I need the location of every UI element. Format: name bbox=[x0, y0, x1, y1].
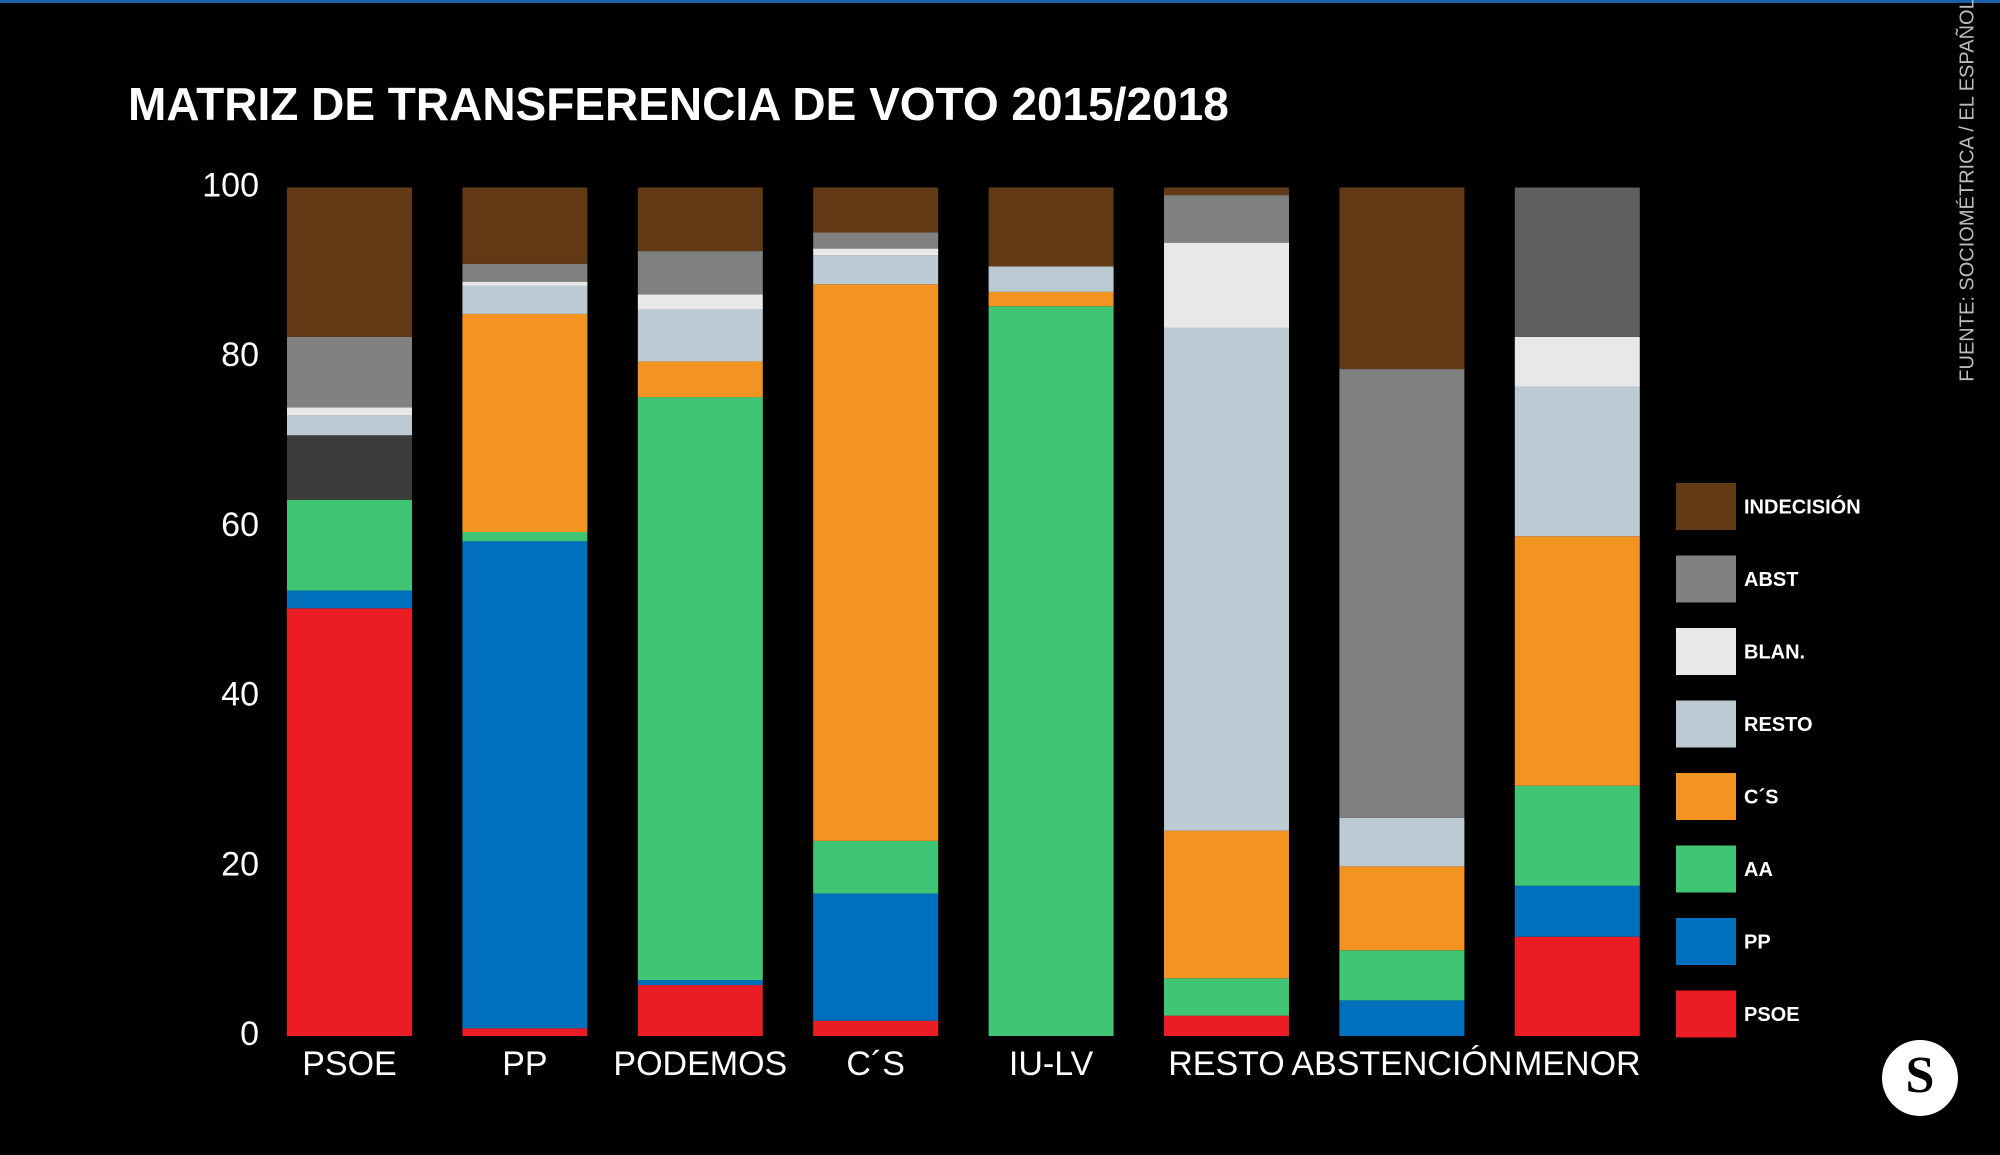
y-tick-label: 0 bbox=[240, 1015, 259, 1053]
x-tick-label: PP bbox=[502, 1045, 547, 1083]
bar-segment bbox=[637, 294, 763, 310]
bar-segment bbox=[1514, 885, 1640, 937]
bar-segment bbox=[813, 893, 939, 1021]
bar-segment bbox=[1514, 386, 1640, 537]
bar-segment bbox=[1339, 187, 1465, 370]
bar-segment bbox=[1164, 978, 1289, 1016]
bar-segment bbox=[462, 285, 588, 314]
legend-label: BLAN. bbox=[1744, 641, 1805, 663]
bar-segment bbox=[462, 281, 588, 286]
x-tick-label: IU-LV bbox=[1009, 1045, 1094, 1083]
bar-segment bbox=[988, 306, 1114, 1036]
bar-segment bbox=[287, 407, 412, 416]
bar-segment bbox=[1339, 950, 1465, 1001]
legend-swatch bbox=[1676, 845, 1736, 893]
bar-segment bbox=[1514, 536, 1640, 786]
legend-label: INDECISIÓN bbox=[1744, 494, 1861, 518]
bar-segment bbox=[1164, 187, 1289, 196]
bar-segment bbox=[813, 255, 939, 285]
legend-label: RESTO bbox=[1744, 714, 1813, 736]
bar-segment bbox=[287, 336, 412, 408]
logo: S bbox=[1906, 1047, 1935, 1104]
bar-segment bbox=[287, 435, 412, 500]
bar-segment bbox=[287, 415, 412, 436]
bar-segment bbox=[462, 541, 588, 1029]
legend-swatch bbox=[1676, 773, 1736, 820]
bar-segment bbox=[988, 266, 1114, 292]
bar-segment bbox=[1339, 369, 1465, 818]
bar-segment bbox=[1339, 866, 1465, 951]
bar-segment bbox=[1339, 1000, 1465, 1036]
bar-segment bbox=[1164, 242, 1289, 328]
bar-segment bbox=[813, 1020, 939, 1036]
bar-segment bbox=[287, 499, 412, 591]
legend-swatch bbox=[1676, 990, 1736, 1038]
bar-segment bbox=[1514, 336, 1640, 387]
chart-title: MATRIZ DE TRANSFERENCIA DE VOTO 2015/201… bbox=[128, 78, 1229, 130]
bar-segment bbox=[1164, 327, 1289, 831]
legend-label: ABST bbox=[1744, 569, 1798, 591]
y-tick-label: 40 bbox=[221, 676, 259, 714]
legend-swatch bbox=[1676, 483, 1736, 530]
x-tick-label: RESTO bbox=[1168, 1045, 1285, 1083]
bar-segment bbox=[813, 232, 939, 249]
bar-segment bbox=[637, 979, 763, 986]
bar-segment bbox=[988, 187, 1114, 267]
bar-segment bbox=[462, 531, 588, 542]
bar-segment bbox=[813, 248, 939, 256]
legend-label: C´S bbox=[1744, 786, 1778, 808]
y-tick-label: 80 bbox=[221, 336, 259, 374]
bar-segment bbox=[287, 608, 412, 1036]
legend-swatch bbox=[1676, 555, 1736, 603]
bar-segment bbox=[637, 187, 763, 252]
bar-segment bbox=[462, 1028, 588, 1036]
logo-circle bbox=[1882, 1040, 1958, 1116]
bar-segment bbox=[1514, 785, 1640, 886]
legend-swatch bbox=[1676, 628, 1736, 675]
bar-segment bbox=[462, 313, 588, 532]
legend-label: AA bbox=[1744, 859, 1773, 881]
legend-label: PSOE bbox=[1744, 1004, 1800, 1026]
x-tick-label: PODEMOS bbox=[613, 1045, 787, 1083]
bar-segment bbox=[637, 397, 763, 980]
bar-segment bbox=[462, 187, 588, 264]
bar-segment bbox=[813, 840, 939, 894]
bar-segment bbox=[637, 251, 763, 295]
bar-segment bbox=[1164, 830, 1289, 979]
legend-label: PP bbox=[1744, 931, 1771, 953]
x-tick-label: PSOE bbox=[302, 1045, 396, 1083]
bar-segment bbox=[287, 187, 412, 337]
y-tick-label: 100 bbox=[202, 166, 259, 204]
bar-segment bbox=[988, 291, 1114, 307]
bar-segment bbox=[637, 361, 763, 398]
bar-segment bbox=[1339, 817, 1465, 867]
x-tick-label: C´S bbox=[846, 1045, 905, 1083]
x-tick-label: ABSTENCIÓN bbox=[1291, 1045, 1512, 1083]
bar-segment bbox=[1164, 1015, 1289, 1036]
bar-segment bbox=[813, 187, 939, 233]
source-note: FUENTE: SOCIOMÉTRICA / EL ESPAÑOL bbox=[1954, 0, 1978, 382]
bar-segment bbox=[1514, 187, 1640, 337]
bar-segment bbox=[462, 263, 588, 282]
bar-segment bbox=[637, 309, 763, 362]
legend-swatch bbox=[1676, 918, 1736, 965]
x-tick-label: MENOR bbox=[1514, 1045, 1641, 1083]
bar-segment bbox=[637, 985, 763, 1036]
y-tick-label: 60 bbox=[221, 506, 259, 544]
bar-segment bbox=[1514, 936, 1640, 1036]
legend-swatch bbox=[1676, 700, 1736, 748]
top-border bbox=[0, 0, 2000, 3]
bar-segment bbox=[287, 590, 412, 609]
bar-segment bbox=[813, 284, 939, 841]
bar-segment bbox=[1164, 195, 1289, 243]
y-tick-label: 20 bbox=[221, 845, 259, 883]
